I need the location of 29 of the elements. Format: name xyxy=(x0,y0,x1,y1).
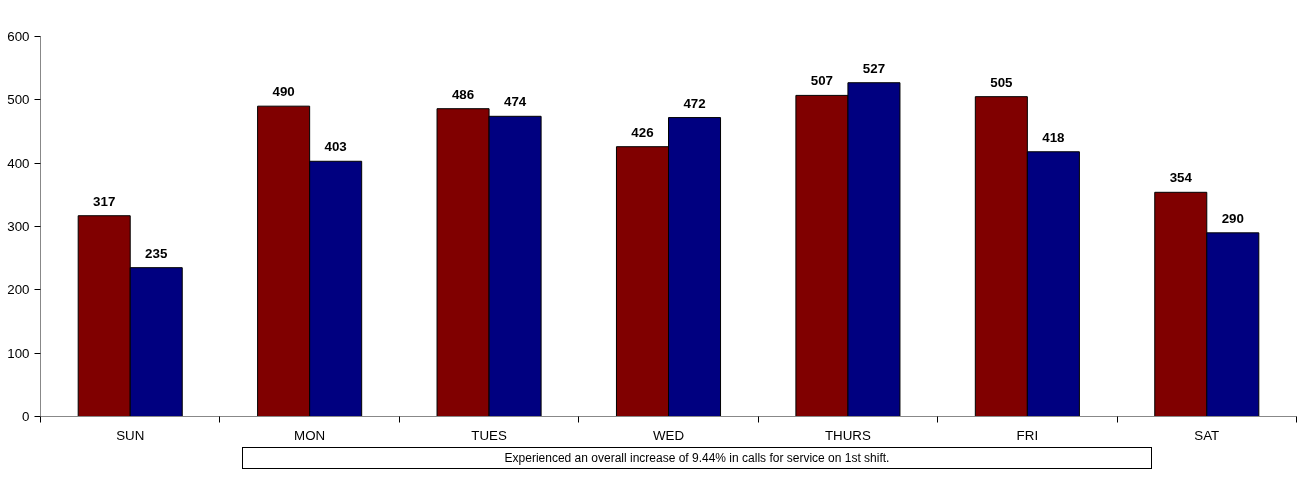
y-tick-label: 200 xyxy=(7,282,30,298)
data-label: 490 xyxy=(272,84,295,100)
data-label: 486 xyxy=(451,86,475,102)
data-label: 507 xyxy=(810,73,834,89)
y-tick-label: 600 xyxy=(7,29,30,44)
x-tick-label: TUES xyxy=(471,427,507,443)
x-tick-label: MON xyxy=(294,427,326,443)
data-label: 317 xyxy=(93,193,116,209)
y-tick-label: 0 xyxy=(22,409,30,424)
data-label: 290 xyxy=(1221,210,1244,226)
x-tick-label: THURS xyxy=(824,427,871,443)
text: Experienced an overall increase of 9.44% in calls for service on 1st shift. xyxy=(504,450,890,467)
x-tick-label: SUN xyxy=(116,427,145,443)
data-label: 235 xyxy=(145,245,168,261)
data-label: 505 xyxy=(990,74,1014,90)
data-label: 474 xyxy=(503,94,527,110)
x-tick-label: WED xyxy=(652,427,685,443)
y-tick-label: 300 xyxy=(7,219,30,234)
data-label: 418 xyxy=(1042,129,1065,145)
data-label: 403 xyxy=(324,139,347,155)
data-label: 426 xyxy=(631,124,654,140)
x-tick-label: FRI xyxy=(1016,427,1039,443)
x-tick-label: SAT xyxy=(1194,427,1220,443)
y-tick-label: 400 xyxy=(7,155,30,171)
y-tick-label: 100 xyxy=(7,345,30,361)
data-label: 527 xyxy=(862,60,886,76)
data-label: 354 xyxy=(1169,170,1193,186)
data-label: 472 xyxy=(683,95,706,111)
y-tick-label: 500 xyxy=(7,92,30,108)
